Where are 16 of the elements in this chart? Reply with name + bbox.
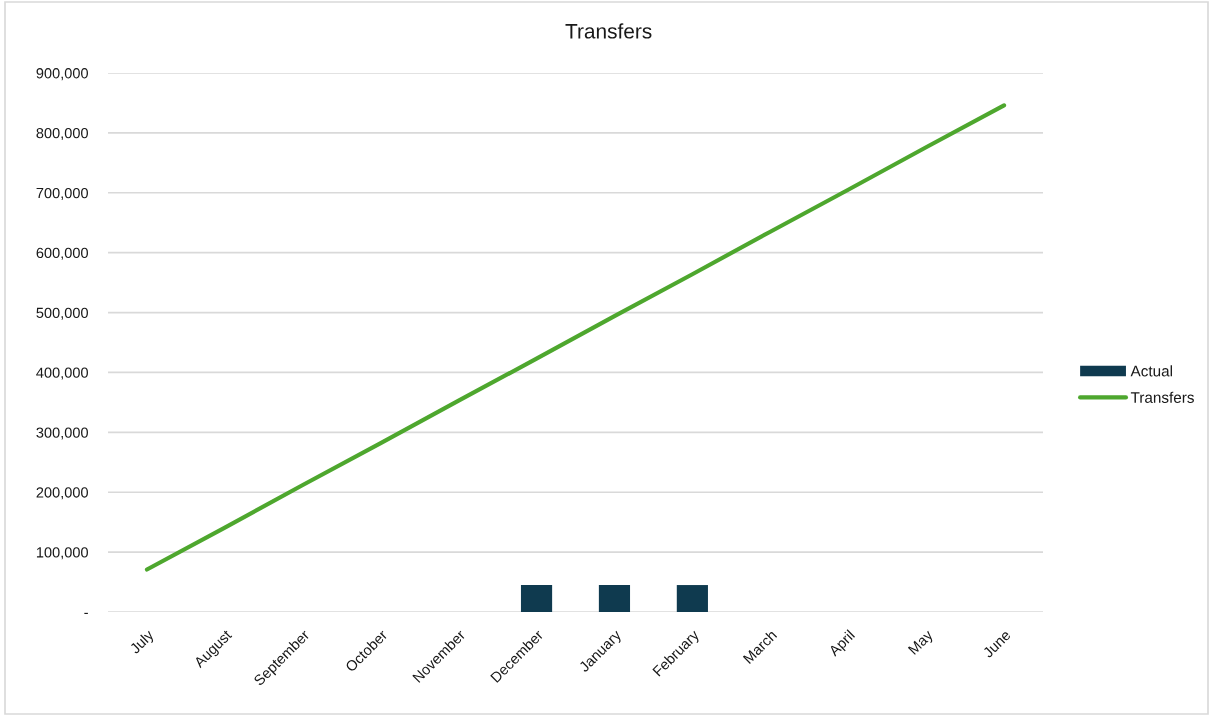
y-tick-label: 900,000: [36, 68, 88, 81]
y-tick-label: 700,000: [36, 187, 88, 200]
y-tick-label: 600,000: [36, 247, 88, 260]
x-tick-label: May: [907, 629, 936, 657]
x-tick-label: July: [128, 628, 157, 657]
legend-label: Actual: [1130, 365, 1172, 377]
chart-title: Transfers: [565, 23, 652, 39]
y-tick-label: 400,000: [36, 367, 88, 380]
y-tick-label: 100,000: [36, 547, 88, 560]
y-tick-label: 800,000: [36, 127, 88, 141]
legend-label: Transfers: [1130, 391, 1194, 403]
y-tick-label: -: [84, 612, 88, 614]
y-tick-label: 200,000: [36, 487, 88, 500]
y-tick-label: 500,000: [36, 307, 88, 320]
y-tick-label: 300,000: [36, 427, 88, 440]
line-series: [144, 103, 1007, 572]
